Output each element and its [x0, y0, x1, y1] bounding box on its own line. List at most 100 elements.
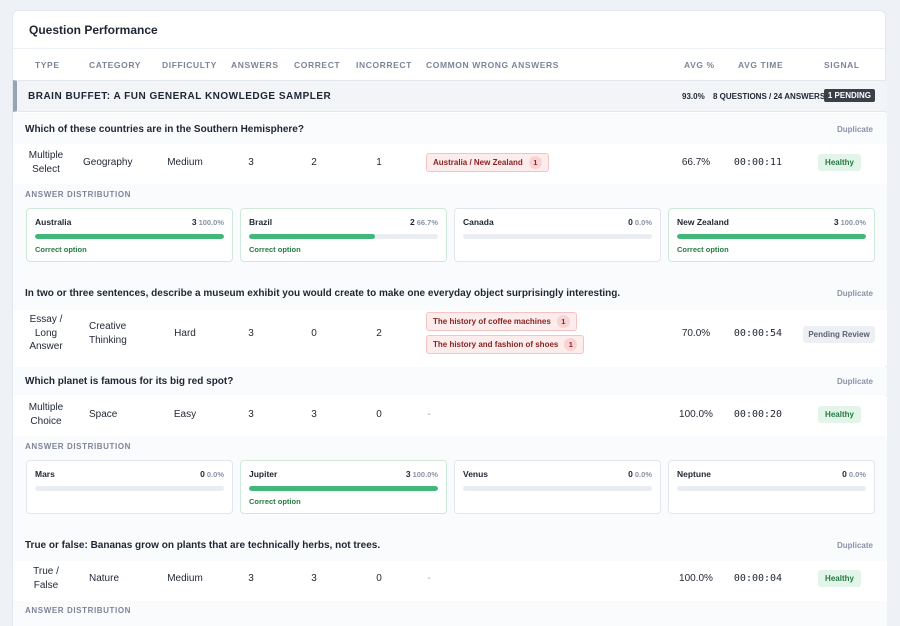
- option-bar: [463, 234, 652, 239]
- option-bar-fill: [249, 234, 376, 239]
- duplicate-link[interactable]: Duplicate: [836, 289, 873, 298]
- question-header: [13, 367, 887, 395]
- col-avg-percent[interactable]: AVG %: [684, 60, 715, 70]
- quiz-counts: 8 QUESTIONS / 24 ANSWERS: [713, 92, 826, 101]
- question-correct: 0: [311, 328, 317, 339]
- col-incorrect[interactable]: INCORRECT: [356, 60, 412, 70]
- wrong-answer-text: Australia / New Zealand: [433, 158, 523, 167]
- question-avg: 70.0%: [681, 328, 711, 339]
- question-avg: 66.7%: [681, 157, 711, 168]
- option-bar-fill: [35, 234, 224, 239]
- question-text: Which planet is famous for its big red s…: [25, 376, 234, 387]
- question-answers: 3: [248, 573, 254, 584]
- duplicate-link[interactable]: Duplicate: [836, 125, 873, 134]
- option-stats: 0 0.0%: [628, 469, 652, 479]
- question-time: 00:00:11: [733, 157, 783, 168]
- duplicate-link[interactable]: Duplicate: [836, 377, 873, 386]
- option-count: 0: [628, 469, 633, 479]
- duplicate-link[interactable]: Duplicate: [836, 541, 873, 550]
- quiz-group-row[interactable]: BRAIN BUFFET: A FUN GENERAL KNOWLEDGE SA…: [13, 80, 887, 112]
- option-name: Neptune: [677, 469, 711, 479]
- option-bar: [463, 486, 652, 491]
- quiz-title: BRAIN BUFFET: A FUN GENERAL KNOWLEDGE SA…: [28, 91, 332, 102]
- question-row: Essay / Long Answer Creative Thinking Ha…: [13, 310, 887, 366]
- distribution-label: ANSWER DISTRIBUTION: [25, 606, 132, 615]
- wrong-answer-text: The history and fashion of shoes: [433, 340, 559, 349]
- distribution-label: ANSWER DISTRIBUTION: [25, 442, 132, 451]
- option-bar: [677, 234, 866, 239]
- option-count: 0: [200, 469, 205, 479]
- wrong-answer-count: 1: [564, 338, 578, 351]
- option-name: Brazil: [249, 217, 273, 227]
- option-bar: [249, 234, 438, 239]
- option-percent: 66.7%: [416, 218, 438, 227]
- question-difficulty: Easy: [173, 409, 197, 420]
- question-correct: 3: [311, 409, 317, 420]
- option-percent: 100.0%: [412, 470, 438, 479]
- question-category: Geography: [83, 157, 133, 168]
- option-bar-fill: [677, 234, 866, 239]
- distribution-label: ANSWER DISTRIBUTION: [25, 190, 132, 199]
- option-count: 0: [842, 469, 847, 479]
- option-count: 2: [409, 217, 415, 227]
- question-row: True / False Nature Medium 3 3 0 - 100.0…: [13, 561, 887, 601]
- quiz-avg: 93.0%: [682, 92, 705, 101]
- question-header: [13, 534, 887, 562]
- option-percent: 0.0%: [848, 470, 866, 479]
- col-signal[interactable]: SIGNAL: [824, 60, 860, 70]
- panel-title: Question Performance: [29, 23, 158, 37]
- question-text: In two or three sentences, describe a mu…: [25, 288, 621, 299]
- option-stats: 3 100.0%: [406, 469, 438, 479]
- option-count: 3: [191, 217, 197, 227]
- option-name: Jupiter: [249, 469, 278, 479]
- col-correct[interactable]: CORRECT: [294, 60, 341, 70]
- signal-badge: Pending Review: [803, 326, 875, 343]
- option-stats: 3 100.0%: [834, 217, 866, 227]
- question-row: Multiple Choice Space Easy 3 3 0 - 100.0…: [13, 396, 887, 436]
- pending-badge: 1 PENDING: [823, 89, 875, 102]
- question-time: 00:00:54: [733, 328, 783, 339]
- question-correct: 2: [311, 157, 317, 168]
- question-type: True / False: [33, 566, 59, 591]
- correct-option-label: Correct option: [677, 245, 729, 254]
- question-answers: 3: [248, 157, 254, 168]
- option-name: Mars: [35, 469, 55, 479]
- correct-option-label: Correct option: [249, 245, 301, 254]
- signal-badge: Healthy: [818, 570, 861, 587]
- wrong-answer-chip[interactable]: The history and fashion of shoes 1: [426, 335, 585, 354]
- col-common-wrong-answers[interactable]: COMMON WRONG ANSWERS: [426, 60, 560, 70]
- question-answers: 3: [248, 328, 254, 339]
- option-stats: 2 66.7%: [410, 217, 438, 227]
- no-wrong-answers: -: [427, 409, 431, 420]
- option-stats: 0 0.0%: [842, 469, 866, 479]
- wrong-answer-chip[interactable]: The history of coffee machines 1: [426, 312, 577, 331]
- col-difficulty[interactable]: DIFFICULTY: [162, 60, 217, 70]
- option-count: 3: [405, 469, 411, 479]
- col-avg-time[interactable]: AVG TIME: [738, 60, 784, 70]
- option-name: Australia: [35, 217, 72, 227]
- wrong-answer-count: 1: [556, 315, 570, 328]
- option-bar: [35, 234, 224, 239]
- col-type[interactable]: TYPE: [35, 60, 60, 70]
- col-answers[interactable]: ANSWERS: [231, 60, 279, 70]
- option-card: Brazil 2 66.7% Correct option: [240, 208, 447, 262]
- wrong-answer-chip[interactable]: Australia / New Zealand 1: [426, 153, 549, 172]
- question-answers: 3: [248, 409, 254, 420]
- correct-option-label: Correct option: [35, 245, 87, 254]
- option-card: Mars 0 0.0%: [26, 460, 233, 514]
- option-stats: 0 0.0%: [200, 469, 224, 479]
- option-count: 0: [628, 217, 633, 227]
- option-bar: [249, 486, 438, 491]
- question-time: 00:00:20: [733, 409, 783, 420]
- question-header: [13, 282, 887, 310]
- question-avg: 100.0%: [679, 573, 713, 584]
- option-percent: 0.0%: [634, 470, 652, 479]
- option-card: New Zealand 3 100.0% Correct option: [668, 208, 875, 262]
- option-name: Canada: [463, 217, 494, 227]
- option-percent: 100.0%: [198, 218, 224, 227]
- col-category[interactable]: CATEGORY: [89, 60, 142, 70]
- option-bar: [35, 486, 224, 491]
- question-incorrect: 2: [376, 328, 382, 339]
- option-card: Canada 0 0.0%: [454, 208, 661, 262]
- question-difficulty: Hard: [174, 328, 196, 339]
